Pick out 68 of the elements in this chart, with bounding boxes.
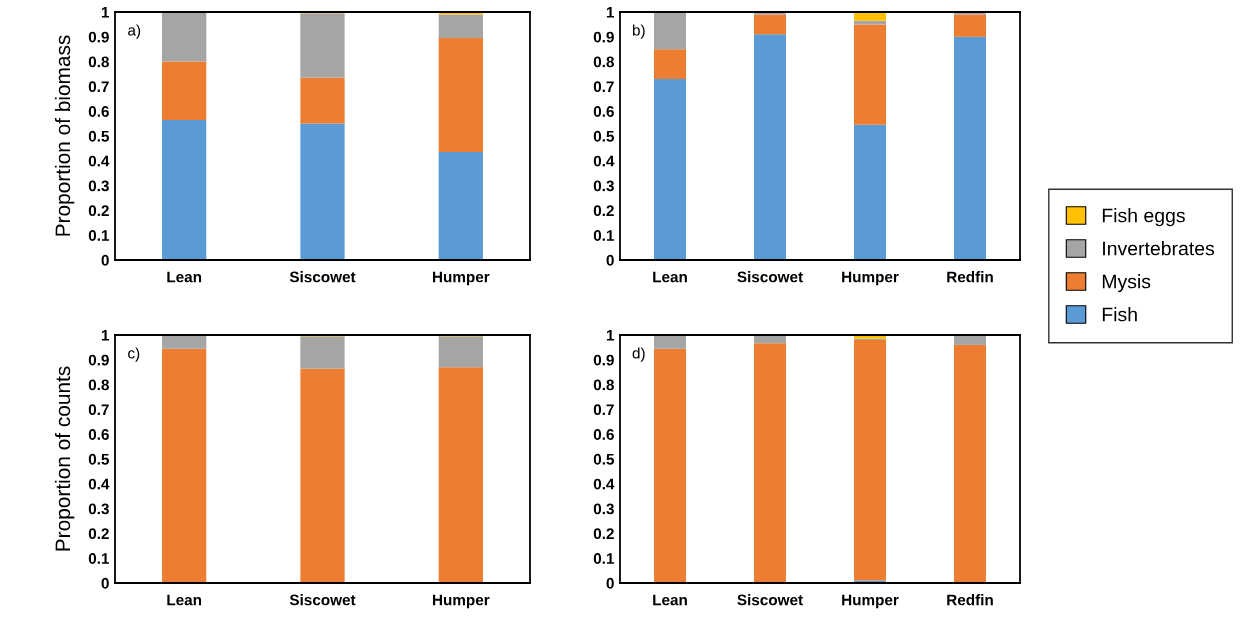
- y-tick-label: 0.6: [593, 429, 614, 440]
- y-tick-label: 0.5: [88, 130, 110, 142]
- y-tick-label: 0.8: [593, 56, 614, 68]
- annotation: b): [632, 24, 645, 39]
- y-tick-label: 0.6: [88, 106, 109, 117]
- x-tick-label: Redfin: [947, 594, 993, 606]
- y-tick-label: 0.8: [88, 379, 109, 391]
- x-tick-label: Humper: [432, 271, 490, 286]
- y-tick-label: 0: [606, 254, 614, 266]
- x-tick-label: Siscowet: [289, 594, 356, 606]
- y-tick-label: 1: [101, 7, 110, 18]
- legend-label: Mysis: [1102, 274, 1151, 293]
- annotation: a): [128, 24, 141, 39]
- y-tick-label: 0.8: [88, 56, 109, 68]
- y-tick-label: 0.5: [593, 130, 615, 142]
- x-tick-label: Redfin: [947, 271, 993, 283]
- x-tick-label: Lean: [653, 594, 687, 606]
- y-tick-label: 0.9: [88, 31, 109, 43]
- y-tick-label: 0: [101, 254, 109, 266]
- y-tick-label: 1: [101, 330, 110, 341]
- y-tick-label: 0.2: [593, 528, 614, 540]
- y-tick-label: 0.3: [88, 503, 109, 515]
- y-tick-label: 0.4: [593, 478, 615, 490]
- y-tick-label: 0: [606, 577, 614, 589]
- x-tick-label: Humper: [842, 271, 899, 286]
- y-tick-label: 0.9: [593, 354, 614, 366]
- y-tick-label: 0.6: [88, 429, 109, 440]
- y-tick-label: 0.7: [88, 404, 109, 416]
- legend-label: Invertebrates: [1103, 241, 1215, 256]
- y-tick-label: 0.1: [88, 230, 110, 241]
- y-tick-label: 0.4: [88, 155, 110, 167]
- legend-label: Fish: [1102, 307, 1137, 322]
- y-tick-label: 0.1: [88, 553, 110, 564]
- x-tick-label: Humper: [842, 594, 899, 609]
- y-tick-label: 0.5: [593, 453, 615, 465]
- y-tick-label: 1: [606, 330, 615, 341]
- y-tick-label: 0.9: [88, 354, 109, 366]
- annotation: c): [128, 347, 140, 362]
- y-tick-label: 0.7: [88, 81, 109, 93]
- x-tick-label: Siscowet: [289, 271, 356, 283]
- x-tick-label: Lean: [167, 271, 202, 283]
- y-tick-label: 0.2: [88, 528, 109, 540]
- y-tick-label: 0.3: [593, 503, 614, 515]
- y-tick-label: 1: [606, 7, 615, 18]
- y-tick-label: 0.4: [593, 155, 615, 167]
- y-tick-label: 0.9: [593, 31, 614, 43]
- y-axis-title: Proportion of biomass: [54, 35, 75, 236]
- y-tick-label: 0: [101, 577, 109, 589]
- x-tick-label: Lean: [653, 271, 687, 283]
- x-tick-label: Humper: [432, 594, 490, 609]
- y-tick-label: 0.1: [593, 553, 615, 564]
- x-tick-label: Siscowet: [737, 271, 803, 283]
- y-tick-label: 0.8: [593, 379, 614, 391]
- y-tick-label: 0.5: [88, 453, 110, 465]
- y-tick-label: 0.7: [593, 404, 614, 416]
- y-tick-label: 0.2: [88, 205, 109, 217]
- legend-label: Fish eggs: [1102, 208, 1185, 227]
- annotation: d): [632, 347, 645, 362]
- y-axis-title: Proportion of counts: [54, 366, 75, 551]
- y-tick-label: 0.3: [593, 180, 614, 192]
- y-tick-label: 0.2: [593, 205, 614, 217]
- y-tick-label: 0.1: [593, 230, 615, 241]
- y-tick-label: 0.4: [88, 478, 110, 490]
- x-tick-label: Siscowet: [737, 594, 803, 606]
- y-tick-label: 0.3: [88, 180, 109, 192]
- x-tick-label: Lean: [167, 594, 202, 606]
- y-tick-label: 0.6: [593, 106, 614, 117]
- y-tick-label: 0.7: [593, 81, 614, 93]
